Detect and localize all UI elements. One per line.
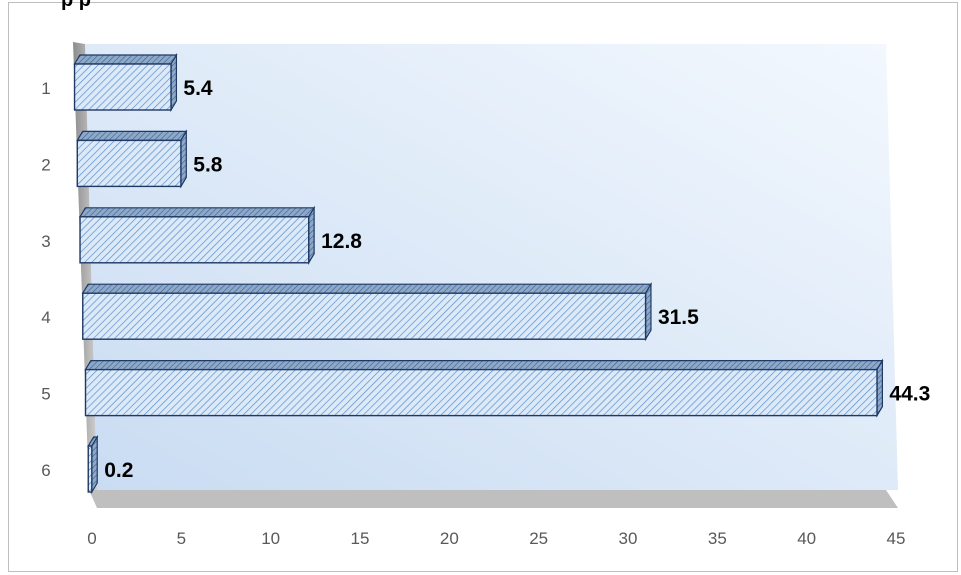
data-label: 12.8 xyxy=(321,230,362,253)
x-tick-label: 35 xyxy=(708,529,727,548)
data-label: 0.2 xyxy=(104,459,133,482)
data-label: 31.5 xyxy=(658,306,699,329)
bar-front-face xyxy=(76,139,182,188)
category-label: 4 xyxy=(41,308,50,327)
bar-top-face xyxy=(84,360,884,371)
bar-6 xyxy=(87,434,99,495)
data-label: 5.8 xyxy=(193,153,223,176)
category-label: 6 xyxy=(41,461,50,480)
bar-top-face xyxy=(76,130,188,141)
bar-side-face xyxy=(876,358,883,418)
bar-front-face xyxy=(82,292,647,340)
x-tick-label: 25 xyxy=(529,529,548,548)
bar-1 xyxy=(73,52,178,113)
bar-5 xyxy=(84,358,884,418)
bar-top-face xyxy=(81,283,653,294)
bar-2 xyxy=(76,129,188,189)
bar-side-face xyxy=(170,52,178,113)
category-label: 3 xyxy=(41,232,50,251)
bar-front-face xyxy=(84,368,878,417)
bar-front-face xyxy=(79,216,310,264)
bar-4 xyxy=(81,282,653,342)
bar-3 xyxy=(78,205,316,265)
bar-front-face xyxy=(87,445,93,493)
x-tick-label: 45 xyxy=(887,529,906,548)
bar-side-face xyxy=(180,129,187,189)
category-label: 1 xyxy=(41,79,50,98)
x-tick-label: 30 xyxy=(619,529,638,548)
back-wall xyxy=(85,44,898,490)
x-tick-label: 20 xyxy=(440,529,459,548)
x-tick-label: 40 xyxy=(797,529,816,548)
data-label: 44.3 xyxy=(889,383,930,406)
category-label: 2 xyxy=(41,155,50,174)
bar-front-face xyxy=(73,63,172,111)
bar-top-face xyxy=(78,207,316,218)
category-label: 5 xyxy=(41,385,50,404)
x-tick-label: 5 xyxy=(177,529,186,548)
x-tick-label: 0 xyxy=(87,529,96,548)
data-label: 5.4 xyxy=(183,77,213,100)
bar-side-face xyxy=(308,205,315,265)
x-tick-label: 15 xyxy=(351,529,370,548)
x-tick-label: 10 xyxy=(261,529,280,548)
chart-title-fragment: p p xyxy=(61,0,91,11)
bar-side-face xyxy=(644,282,652,342)
bar-top-face xyxy=(73,54,178,65)
bar-side-face xyxy=(91,434,98,495)
floor xyxy=(89,490,898,508)
